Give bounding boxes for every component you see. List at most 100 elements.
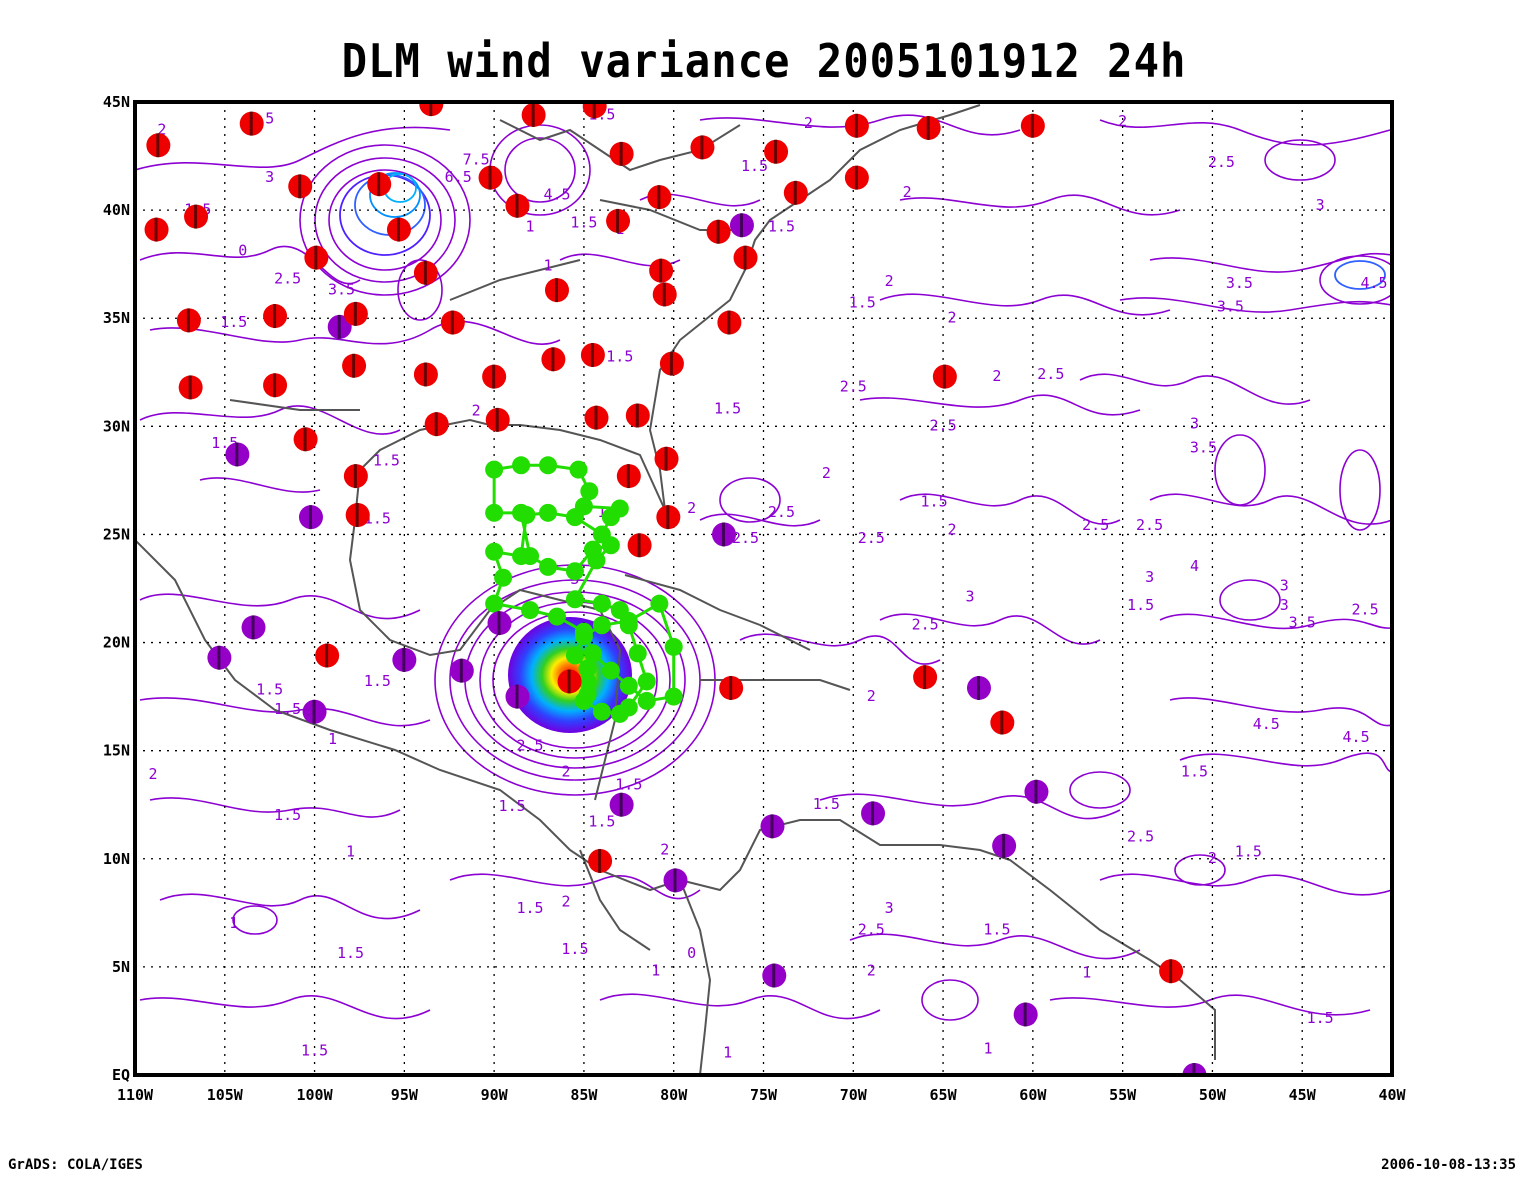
contour-label: 1 [346,843,355,861]
purple-marker [663,868,688,893]
red-marker [719,675,744,700]
contour-label: 1.5 [220,313,247,331]
contour-label: 1.5 [849,293,876,311]
purple-markers [207,213,1207,1075]
red-marker [485,407,510,432]
red-marker [652,282,677,307]
red-marker [288,174,313,199]
contour-label: 1.5 [813,795,840,813]
contour-label: 3 [885,899,894,917]
purple-marker [487,611,512,636]
track-node [637,672,656,691]
contour-label: 1.5 [1235,843,1262,861]
red-marker [541,347,566,372]
contour-label: 1.5 [561,940,588,958]
contour-label: 1.5 [606,347,633,365]
lat-tick-label: EQ [112,1066,130,1084]
track-node [610,499,629,518]
red-marker [1159,959,1184,984]
contour-label: 2.5 [274,270,301,288]
track-node [587,551,606,570]
red-marker [424,412,449,437]
red-marker [588,848,613,873]
track-node [619,676,638,695]
red-marker [482,364,507,389]
track-node [547,607,566,626]
contour-label: 1 [651,962,660,980]
track-node [610,704,629,723]
contour-label: 3.5 [1226,274,1253,292]
track-node [521,601,540,620]
purple-marker [1182,1063,1207,1075]
track-node [664,637,683,656]
red-marker [440,310,465,335]
red-marker [342,353,367,378]
red-marker [413,362,438,387]
lon-tick-label: 110W [117,1086,154,1104]
purple-marker [505,684,530,709]
red-marker [315,643,340,668]
contour-label: 3 [1316,196,1325,214]
contour-label: 2 [885,272,894,290]
track-node [619,616,638,635]
contour-label: 2.5 [912,616,939,634]
contour-label: 3 [265,168,274,186]
red-marker [913,665,938,690]
track-node [610,601,629,620]
track-node [485,542,504,561]
purple-marker [302,699,327,724]
track-node [574,691,593,710]
red-marker [844,113,869,138]
track-node [512,456,531,475]
contour-label: 2.5 [1352,600,1379,618]
lon-tick-label: 85W [570,1086,598,1104]
purple-marker [966,675,991,700]
lon-tick-label: 60W [1019,1086,1047,1104]
contour-label: 2.5 [1127,827,1154,845]
contour-label: 4.5 [1360,274,1387,292]
red-marker [647,185,672,210]
red-marker [304,245,329,270]
contour-label: 1.5 [364,510,391,528]
track-node [592,702,611,721]
contour-label: 1.5 [921,492,948,510]
contour-label: 3 [1280,596,1289,614]
contour-label: 2.5 [1136,516,1163,534]
contour-label: 1 [328,730,337,748]
red-marker [263,304,288,329]
track-node [578,672,597,691]
contour-label: 3 [1280,577,1289,595]
red-marker [263,373,288,398]
track-node [574,497,593,516]
lon-tick-label: 65W [930,1086,958,1104]
contour-label: 1 [1082,964,1091,982]
lon-tick-label: 105W [207,1086,244,1104]
track-node [583,644,602,663]
track-node [485,503,504,522]
red-marker [717,310,742,335]
contour-label: 1.5 [714,399,741,417]
storm-track [485,456,683,723]
purple-marker [992,833,1017,858]
contour-label: 0 [687,944,696,962]
track-node [539,557,558,576]
red-marker [606,208,631,233]
contour-label: 1.5 [274,700,301,718]
contour-label: 2.5 [840,378,867,396]
contour-label: 4.5 [1253,715,1280,733]
contour-label: 2 [561,763,570,781]
track-node [601,536,620,555]
contour-label: 1.5 [274,806,301,824]
contour-label: 2 [822,464,831,482]
red-marker [343,301,368,326]
red-marker [584,405,609,430]
contour-label: 1.5 [588,812,615,830]
red-marker [844,165,869,190]
contour-label: 1.5 [517,899,544,917]
track-node [521,547,540,566]
contour-label: 1.5 [615,776,642,794]
red-marker [625,403,650,428]
red-marker [521,102,546,127]
purple-marker [609,792,634,817]
contour-label: 3.5 [328,280,355,298]
